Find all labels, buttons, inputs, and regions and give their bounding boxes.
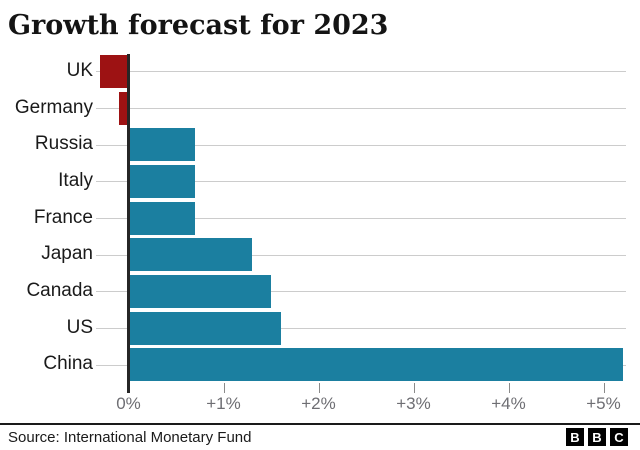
chart-title: Growth forecast for 2023 bbox=[8, 10, 389, 41]
axis-tick-label: +3% bbox=[396, 394, 431, 413]
bbc-logo-block: C bbox=[610, 428, 628, 446]
bar-canada bbox=[128, 274, 271, 308]
axis-tick bbox=[508, 383, 510, 393]
footer-divider bbox=[0, 423, 640, 425]
axis-tick-label: +2% bbox=[301, 394, 336, 413]
bbc-logo-block: B bbox=[566, 428, 584, 446]
zero-axis-line bbox=[127, 54, 130, 393]
bar-germany bbox=[119, 91, 129, 125]
bar-italy bbox=[128, 164, 195, 198]
bar-china bbox=[128, 348, 623, 382]
source-label: Source: International Monetary Fund bbox=[8, 429, 252, 446]
axis-tick-label: 0% bbox=[116, 394, 141, 413]
category-label-russia: Russia bbox=[34, 133, 93, 155]
bar-russia bbox=[128, 128, 195, 162]
category-label-germany: Germany bbox=[14, 96, 93, 118]
bar-chart-plot-area: UK Germany Russia Italy France Japan Canada US C… bbox=[0, 53, 640, 413]
axis-tick-label: +5% bbox=[586, 394, 621, 413]
gridline bbox=[96, 291, 626, 293]
axis-tick bbox=[318, 383, 320, 393]
gridline bbox=[96, 181, 626, 183]
axis-tick bbox=[603, 383, 605, 393]
bar-uk bbox=[100, 54, 129, 88]
category-label-china: China bbox=[43, 353, 93, 375]
category-label-us: US bbox=[66, 316, 93, 338]
bar-us bbox=[128, 311, 281, 345]
gridline bbox=[96, 218, 626, 219]
category-label-france: France bbox=[33, 206, 93, 228]
gridline bbox=[96, 108, 626, 109]
bar-japan bbox=[128, 238, 252, 272]
category-label-italy: Italy bbox=[58, 170, 93, 191]
category-label-canada: Canada bbox=[26, 280, 93, 301]
gridline bbox=[96, 71, 626, 73]
bbc-logo-block: B bbox=[588, 428, 606, 446]
gridline bbox=[96, 254, 626, 256]
axis-tick-label: +1% bbox=[206, 394, 241, 413]
axis-tick bbox=[413, 383, 415, 393]
axis-tick bbox=[223, 383, 225, 393]
axis-tick-label: +4% bbox=[491, 394, 526, 413]
gridline bbox=[96, 328, 626, 329]
category-label-japan: Japan bbox=[41, 243, 93, 265]
bar-france bbox=[128, 201, 195, 235]
category-label-uk: UK bbox=[66, 60, 93, 81]
bbc-logo: B B C bbox=[566, 428, 628, 446]
gridline bbox=[96, 144, 626, 146]
